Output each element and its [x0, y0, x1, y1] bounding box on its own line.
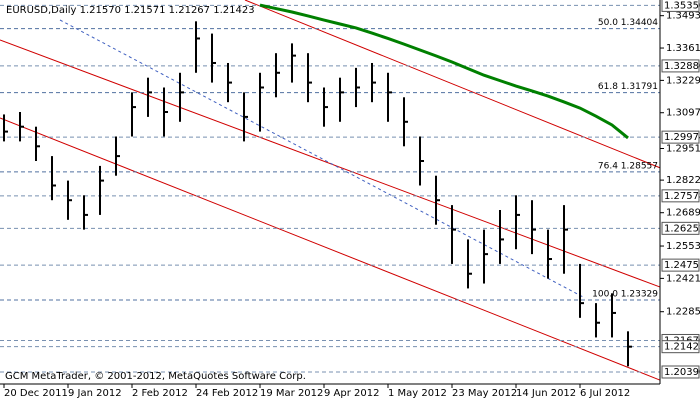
channel-line — [244, 0, 660, 169]
x-tick-label: 2 Feb 2012 — [132, 388, 188, 399]
x-tick-label: 9 Jan 2012 — [68, 388, 122, 399]
price-label: 1.27578 — [664, 191, 700, 202]
price-box — [661, 130, 700, 144]
x-tick-label: 23 May 2012 — [452, 388, 517, 399]
x-tick-label: 24 Feb 2012 — [196, 388, 258, 399]
fibo-label: 61.8 1.31791 — [598, 82, 658, 92]
price-label: 1.20390 — [664, 367, 700, 378]
price-box — [661, 258, 700, 272]
x-tick-label: 19 Mar 2012 — [260, 388, 323, 399]
layer — [0, 3, 660, 373]
price-box — [661, 59, 700, 73]
y-tick-label: 1.33610 — [666, 43, 700, 54]
footer: GCM MetaTrader, © 2001-2012, MetaQuotes … — [5, 371, 306, 382]
x-tick-label: 6 Jul 2012 — [580, 388, 630, 399]
price-box — [661, 340, 700, 354]
y-tick-label: 1.34930 — [666, 11, 700, 22]
y-tick-label: 1.22850 — [666, 307, 700, 318]
price-label: 1.29974 — [664, 132, 700, 143]
y-tick-label: 1.26890 — [666, 208, 700, 219]
price-box — [661, 189, 700, 203]
price-label: 1.21423 — [664, 342, 700, 353]
price-box — [661, 0, 700, 12]
moving-average — [259, 3, 629, 140]
fibo-label: 50.0 1.34404 — [598, 18, 658, 28]
price-box — [661, 365, 700, 379]
price-label: 1.26252 — [664, 223, 700, 234]
fibo-label: 100.0 1.23329 — [592, 289, 658, 299]
chart-title: EURUSD,Daily 1.21570 1.21571 1.21267 1.2… — [6, 5, 255, 16]
x-tick-label: 14 Jun 2012 — [516, 388, 576, 399]
channel-line — [0, 39, 660, 288]
x-tick-label: 20 Dec 2011 — [4, 388, 68, 399]
x-tick-label: 9 Apr 2012 — [324, 388, 379, 399]
fibo-label: 76.4 1.28557 — [598, 161, 658, 171]
price-label: 1.32880 — [664, 61, 700, 72]
x-tick-label: 1 May 2012 — [388, 388, 447, 399]
price-label: 1.35350 — [664, 0, 700, 11]
price-box — [661, 221, 700, 235]
y-tick-label: 1.30970 — [666, 108, 700, 119]
y-tick-label: 1.28220 — [666, 175, 700, 186]
y-tick-label: 1.24210 — [666, 273, 700, 284]
y-tick-label: 1.25530 — [666, 241, 700, 252]
y-tick-label: 1.32290 — [666, 75, 700, 86]
y-tick-label: 1.29510 — [666, 144, 700, 155]
